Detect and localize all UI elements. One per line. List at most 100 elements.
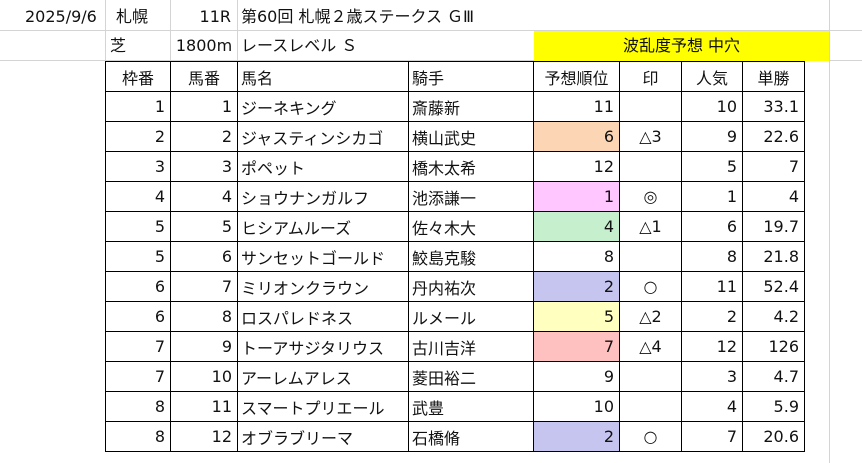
odds-cell[interactable]: 22.6 [742, 121, 805, 152]
col-header-number[interactable]: 馬番 [170, 61, 238, 92]
frame-cell[interactable]: 5 [105, 241, 171, 272]
number-cell[interactable]: 1 [170, 91, 238, 122]
mark-cell[interactable] [619, 151, 682, 182]
predicted-rank-cell[interactable]: 4 [533, 211, 620, 242]
race-distance[interactable]: 1800m [175, 36, 233, 55]
frame-cell[interactable]: 1 [105, 91, 171, 122]
race-number[interactable]: 11R [199, 7, 231, 26]
mark-cell[interactable]: ○ [619, 421, 682, 452]
mark-cell[interactable] [619, 391, 682, 422]
predicted-rank-cell[interactable]: 2 [533, 271, 620, 302]
jockey-cell[interactable]: 丹内祐次 [408, 271, 534, 302]
race-name[interactable]: 第60回 札幌２歳ステークス ＧⅢ [241, 7, 475, 26]
odds-cell[interactable]: 21.8 [742, 241, 805, 272]
col-header-jockey[interactable]: 騎手 [408, 61, 534, 92]
number-cell[interactable]: 5 [170, 211, 238, 242]
popularity-cell[interactable]: 10 [681, 91, 743, 122]
horse-name-cell[interactable]: ジーネキング [237, 91, 409, 122]
mark-cell[interactable]: △4 [619, 331, 682, 362]
race-venue[interactable]: 札幌 [116, 7, 149, 26]
frame-cell[interactable]: 4 [105, 181, 171, 212]
col-header-horse[interactable]: 馬名 [237, 61, 409, 92]
popularity-cell[interactable]: 12 [681, 331, 743, 362]
odds-cell[interactable]: 4 [742, 181, 805, 212]
mark-cell[interactable] [619, 91, 682, 122]
mark-cell[interactable] [619, 361, 682, 392]
predicted-rank-cell[interactable]: 12 [533, 151, 620, 182]
number-cell[interactable]: 12 [170, 421, 238, 452]
frame-cell[interactable]: 3 [105, 151, 171, 182]
frame-cell[interactable]: 7 [105, 331, 171, 362]
jockey-cell[interactable]: 池添謙一 [408, 181, 534, 212]
frame-cell[interactable]: 7 [105, 361, 171, 392]
jockey-cell[interactable]: ルメール [408, 301, 534, 332]
forecast-banner[interactable]: 波乱度予想 中穴 [534, 31, 829, 61]
jockey-cell[interactable]: 鮫島克駿 [408, 241, 534, 272]
popularity-cell[interactable]: 3 [681, 361, 743, 392]
popularity-cell[interactable]: 5 [681, 151, 743, 182]
jockey-cell[interactable]: 菱田裕二 [408, 361, 534, 392]
number-cell[interactable]: 2 [170, 121, 238, 152]
horse-name-cell[interactable]: ロスパレドネス [237, 301, 409, 332]
odds-cell[interactable]: 20.6 [742, 421, 805, 452]
number-cell[interactable]: 9 [170, 331, 238, 362]
frame-cell[interactable]: 6 [105, 271, 171, 302]
col-header-odds[interactable]: 単勝 [742, 61, 805, 92]
mark-cell[interactable]: ○ [619, 271, 682, 302]
horse-name-cell[interactable]: ミリオンクラウン [237, 271, 409, 302]
horse-name-cell[interactable]: ショウナンガルフ [237, 181, 409, 212]
predicted-rank-cell[interactable]: 2 [533, 421, 620, 452]
jockey-cell[interactable]: 斎藤新 [408, 91, 534, 122]
jockey-cell[interactable]: 佐々木大 [408, 211, 534, 242]
jockey-cell[interactable]: 橋木太希 [408, 151, 534, 182]
col-header-mark[interactable]: 印 [619, 61, 682, 92]
popularity-cell[interactable]: 4 [681, 391, 743, 422]
frame-cell[interactable]: 6 [105, 301, 171, 332]
odds-cell[interactable]: 5.9 [742, 391, 805, 422]
predicted-rank-cell[interactable]: 9 [533, 361, 620, 392]
horse-name-cell[interactable]: スマートプリエール [237, 391, 409, 422]
horse-name-cell[interactable]: トーアサジタリウス [237, 331, 409, 362]
horse-name-cell[interactable]: アーレムアレス [237, 361, 409, 392]
odds-cell[interactable]: 7 [742, 151, 805, 182]
mark-cell[interactable]: ◎ [619, 181, 682, 212]
number-cell[interactable]: 6 [170, 241, 238, 272]
odds-cell[interactable]: 126 [742, 331, 805, 362]
frame-cell[interactable]: 8 [105, 421, 171, 452]
popularity-cell[interactable]: 7 [681, 421, 743, 452]
mark-cell[interactable]: △2 [619, 301, 682, 332]
horse-name-cell[interactable]: ヒシアムルーズ [237, 211, 409, 242]
number-cell[interactable]: 10 [170, 361, 238, 392]
odds-cell[interactable]: 33.1 [742, 91, 805, 122]
jockey-cell[interactable]: 古川吉洋 [408, 331, 534, 362]
race-date[interactable]: 2025/9/6 [25, 7, 97, 26]
number-cell[interactable]: 4 [170, 181, 238, 212]
jockey-cell[interactable]: 武豊 [408, 391, 534, 422]
popularity-cell[interactable]: 9 [681, 121, 743, 152]
race-surface[interactable]: 芝 [110, 36, 127, 55]
odds-cell[interactable]: 4.7 [742, 361, 805, 392]
number-cell[interactable]: 8 [170, 301, 238, 332]
frame-cell[interactable]: 8 [105, 391, 171, 422]
mark-cell[interactable]: △1 [619, 211, 682, 242]
predicted-rank-cell[interactable]: 6 [533, 121, 620, 152]
predicted-rank-cell[interactable]: 10 [533, 391, 620, 422]
odds-cell[interactable]: 4.2 [742, 301, 805, 332]
popularity-cell[interactable]: 2 [681, 301, 743, 332]
col-header-frame[interactable]: 枠番 [105, 61, 171, 92]
number-cell[interactable]: 7 [170, 271, 238, 302]
predicted-rank-cell[interactable]: 7 [533, 331, 620, 362]
col-header-popularity[interactable]: 人気 [681, 61, 743, 92]
number-cell[interactable]: 11 [170, 391, 238, 422]
horse-name-cell[interactable]: ポペット [237, 151, 409, 182]
horse-name-cell[interactable]: オブラブリーマ [237, 421, 409, 452]
popularity-cell[interactable]: 1 [681, 181, 743, 212]
race-level[interactable]: レースレベル Ｓ [241, 36, 358, 55]
horse-name-cell[interactable]: サンセットゴールド [237, 241, 409, 272]
odds-cell[interactable]: 52.4 [742, 271, 805, 302]
col-header-rank[interactable]: 予想順位 [533, 61, 620, 92]
popularity-cell[interactable]: 8 [681, 241, 743, 272]
mark-cell[interactable]: △3 [619, 121, 682, 152]
popularity-cell[interactable]: 11 [681, 271, 743, 302]
predicted-rank-cell[interactable]: 11 [533, 91, 620, 122]
